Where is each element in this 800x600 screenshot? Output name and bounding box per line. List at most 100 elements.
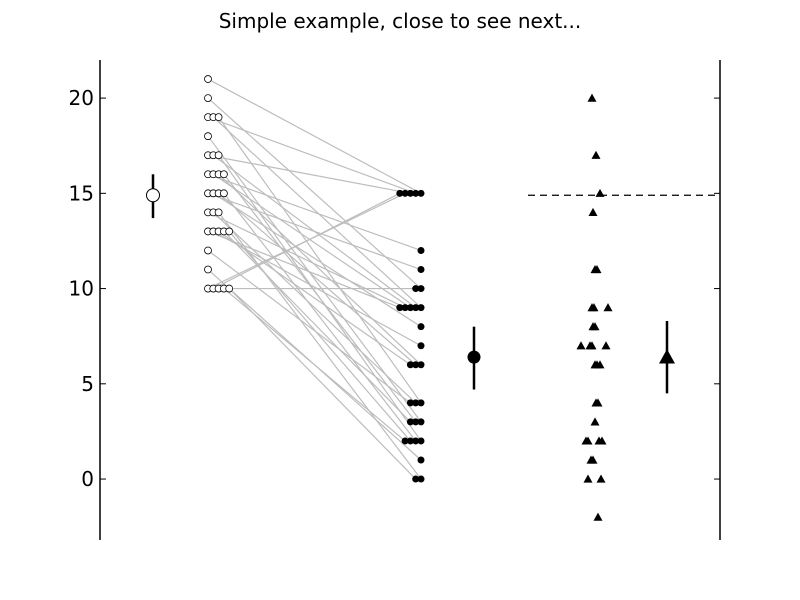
difference-point <box>593 512 603 521</box>
pair-line <box>218 212 422 480</box>
group2-point <box>417 475 425 483</box>
axes: 0 5 10 15 20 <box>69 60 721 540</box>
chart-title: Simple example, close to see next... <box>219 9 582 33</box>
difference-mean <box>659 349 675 364</box>
group1-point <box>214 208 223 217</box>
difference-point <box>583 474 593 483</box>
difference-point <box>587 303 597 312</box>
group2-point <box>412 475 420 483</box>
difference-point <box>576 341 586 350</box>
pair-line <box>207 173 422 252</box>
difference-point <box>597 436 607 445</box>
group2-point <box>406 189 414 197</box>
group1-point <box>225 284 234 293</box>
group2-point <box>396 189 404 197</box>
group2-point <box>417 437 425 445</box>
group2-point <box>417 399 425 407</box>
difference-point <box>590 417 600 426</box>
data-marks <box>146 75 720 521</box>
group2-point <box>412 399 420 407</box>
pair-line <box>207 78 422 194</box>
group1-point <box>204 246 212 255</box>
pair-line <box>218 116 422 404</box>
pair-line <box>207 154 411 194</box>
group2-point <box>417 456 425 464</box>
group2-point <box>406 361 414 369</box>
pair-line <box>207 116 416 194</box>
pair-line <box>223 173 417 423</box>
difference-point <box>591 150 601 159</box>
group2-point <box>417 323 425 331</box>
group1-point <box>204 75 212 83</box>
group2-point <box>412 418 420 426</box>
group2-point <box>401 189 409 197</box>
pair-line <box>223 231 411 423</box>
group2-point <box>417 189 425 197</box>
difference-point <box>595 360 605 369</box>
pair-line <box>213 192 401 290</box>
difference-point <box>591 398 601 407</box>
group1-mean <box>146 188 160 203</box>
group2-point <box>417 246 425 254</box>
difference-point <box>601 341 611 350</box>
group2-point <box>406 304 414 312</box>
pair-line <box>207 192 422 271</box>
pair-line <box>207 211 406 309</box>
group2-point <box>412 304 420 312</box>
group2-point <box>417 418 425 426</box>
y-tick-label: 15 <box>69 181 94 205</box>
group2-mean <box>467 350 481 364</box>
group1-point <box>214 151 223 160</box>
group2-point <box>417 266 425 274</box>
group2-point <box>401 304 409 312</box>
pair-line <box>212 192 422 328</box>
group2-point <box>412 285 420 293</box>
group1-point <box>219 170 228 179</box>
group1-point <box>204 94 212 102</box>
group1-point <box>225 227 234 236</box>
pair-line <box>223 192 417 442</box>
group2-point <box>401 437 409 445</box>
group2-point <box>412 189 420 197</box>
difference-point <box>583 436 593 445</box>
pair-line <box>218 173 422 366</box>
group2-point <box>417 304 425 312</box>
group2-point <box>406 399 414 407</box>
pair-line <box>212 173 411 309</box>
difference-point <box>590 265 600 274</box>
difference-point <box>588 322 598 331</box>
pair-line <box>207 249 411 404</box>
difference-point <box>596 474 606 483</box>
group2-point <box>396 304 404 312</box>
y-tick-label: 20 <box>69 86 94 110</box>
pair-line <box>207 97 422 290</box>
group1-point <box>214 113 223 122</box>
group2-point <box>406 437 414 445</box>
group2-point <box>417 342 425 350</box>
difference-point <box>587 93 597 102</box>
group2-point <box>412 361 420 369</box>
group2-point <box>406 418 414 426</box>
difference-point <box>595 188 605 197</box>
pair-line <box>212 116 422 309</box>
group1-point <box>204 132 212 141</box>
y-tick-label: 10 <box>69 277 94 301</box>
difference-point <box>585 341 595 350</box>
group1-point <box>204 265 212 274</box>
difference-point <box>586 455 596 464</box>
pair-line <box>212 211 417 404</box>
y-tick-label: 5 <box>81 372 94 396</box>
group2-point <box>417 285 425 293</box>
pair-line <box>218 230 411 366</box>
group2-point <box>412 437 420 445</box>
pair-line <box>228 288 417 480</box>
y-tick-label: 0 <box>81 467 94 491</box>
difference-point <box>603 303 613 312</box>
group2-point <box>417 361 425 369</box>
pair-line <box>228 231 411 442</box>
group1-point <box>219 189 228 198</box>
pair-line <box>218 192 417 366</box>
pair-lines <box>207 78 422 480</box>
difference-point <box>588 207 598 216</box>
